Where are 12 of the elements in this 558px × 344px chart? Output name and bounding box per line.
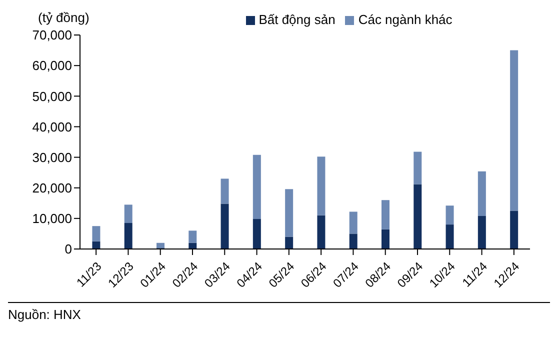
y-tick-label: 50,000 — [32, 88, 72, 104]
text: Nguồn: HNX — [8, 302, 550, 322]
y-axis-title: (tỷ đồng) — [38, 10, 90, 25]
y-tick-label: 60,000 — [32, 58, 72, 74]
y-tick-label: 0 — [64, 242, 72, 257]
y-tick-label: 70,000 — [32, 28, 72, 43]
y-tick-label: 20,000 — [32, 180, 72, 196]
legend-label: Các ngành khác — [358, 12, 452, 27]
y-tick-label: 10,000 — [32, 211, 72, 226]
y-tick-label: 30,000 — [32, 150, 72, 165]
y-tick-label: 40,000 — [32, 119, 72, 134]
legend-label: Bất động sản — [258, 12, 336, 27]
